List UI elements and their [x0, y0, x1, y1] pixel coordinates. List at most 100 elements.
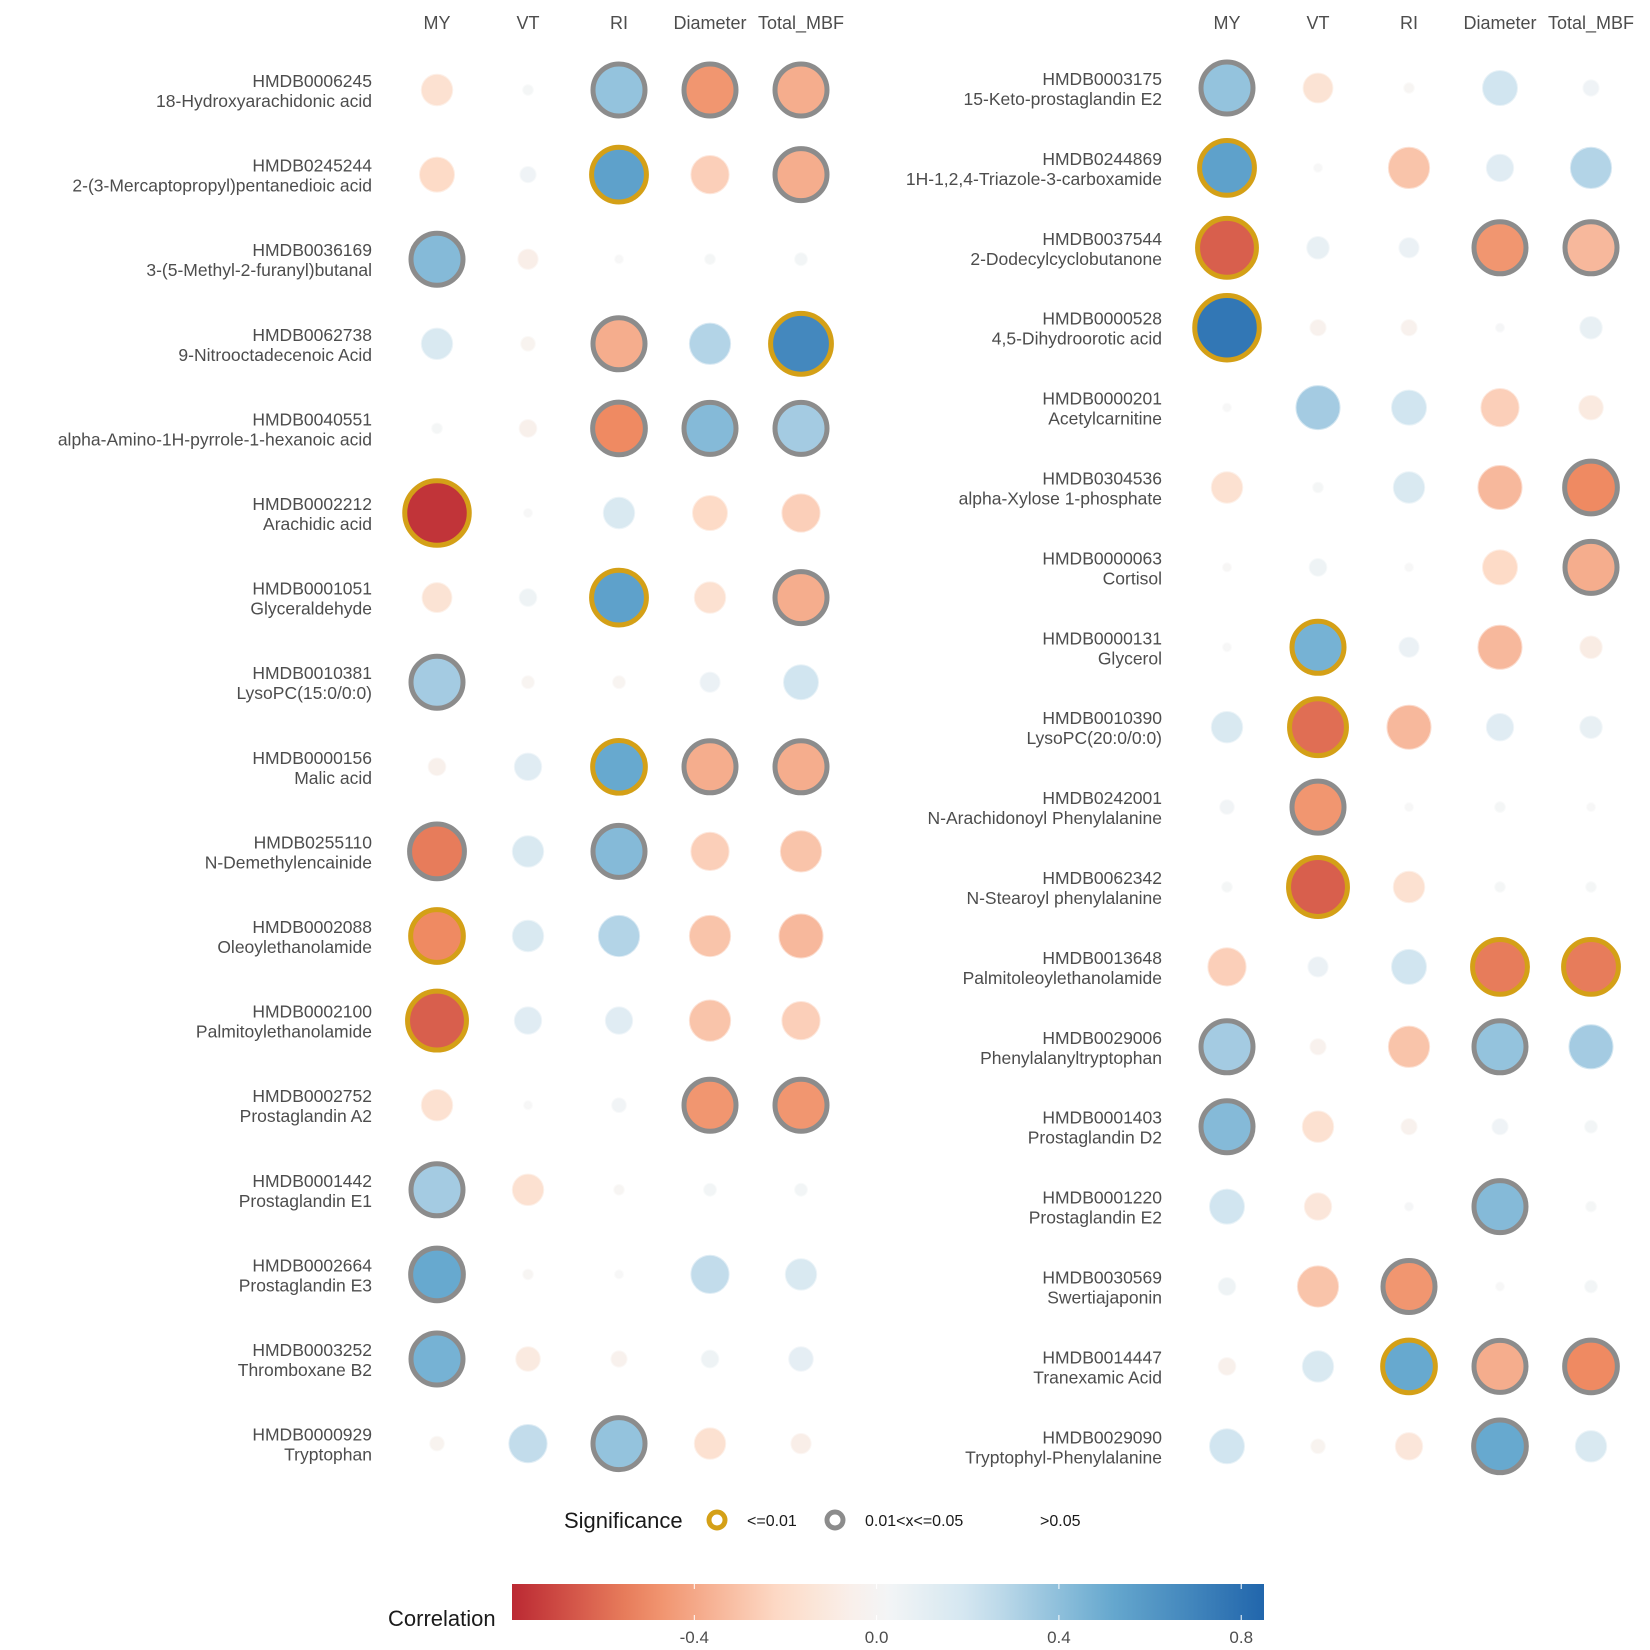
correlation-bubble	[784, 1258, 818, 1291]
correlation-bubble	[1302, 72, 1334, 104]
correlation-bubble	[1306, 236, 1330, 260]
correlation-bubble	[602, 496, 636, 530]
row-name-label: Prostaglandin A2	[240, 1106, 372, 1126]
correlation-bubble	[1380, 1258, 1438, 1315]
row-name-label: Acetylcarnitine	[1048, 409, 1162, 429]
row-id-label: HMDB0000929	[252, 1425, 372, 1445]
correlation-bubble	[1386, 704, 1432, 750]
correlation-bubble	[1380, 1337, 1438, 1396]
correlation-bubble	[613, 1183, 625, 1196]
row-name-label: Prostaglandin D2	[1028, 1128, 1162, 1148]
correlation-bubble	[518, 419, 538, 438]
correlation-bubble	[1579, 635, 1603, 660]
correlation-bubble	[604, 1006, 634, 1035]
correlation-bubble	[1210, 710, 1244, 744]
correlation-bubble	[1579, 315, 1603, 340]
correlation-bubble	[522, 1268, 534, 1281]
correlation-bubble	[1477, 464, 1523, 511]
row-name-label: Prostaglandin E2	[1029, 1208, 1162, 1228]
correlation-bubble	[508, 1423, 548, 1464]
column-label: Total_MBF	[758, 13, 844, 34]
correlation-bubble	[1289, 778, 1347, 836]
row-name-label: Tryptophyl-Phenylalanine	[965, 1447, 1162, 1467]
correlation-bubble	[794, 1182, 808, 1197]
correlation-bubble	[1485, 153, 1515, 183]
correlation-bubble	[783, 664, 819, 701]
correlation-bubble	[408, 1161, 466, 1219]
correlation-bubble	[589, 144, 649, 205]
correlation-bubble	[513, 1006, 543, 1035]
correlation-bubble	[1217, 1357, 1237, 1376]
row-id-label: HMDB0304536	[1042, 469, 1162, 489]
row-name-label: Prostaglandin E1	[239, 1191, 372, 1211]
correlation-bubble	[690, 154, 730, 195]
correlation-bubble	[1222, 402, 1232, 413]
correlation-bubble	[1482, 549, 1518, 586]
row-name-label: LysoPC(15:0/0:0)	[236, 683, 372, 703]
correlation-bubble	[1562, 538, 1620, 596]
correlation-bubble	[1562, 1337, 1620, 1396]
correlation-bubble	[407, 821, 467, 882]
correlation-bubble	[518, 588, 538, 607]
row-id-label: HMDB0062738	[252, 325, 372, 345]
row-id-label: HMDB0001442	[252, 1171, 372, 1191]
correlation-bubble	[1219, 799, 1235, 815]
correlation-bubble	[790, 1432, 812, 1455]
legend-label-p05: 0.01<x<=0.05	[865, 1513, 963, 1530]
correlation-bubble	[772, 569, 830, 627]
correlation-bubble	[1303, 1192, 1333, 1221]
row-id-label: HMDB0014447	[1042, 1347, 1162, 1367]
correlation-bubble	[1207, 947, 1247, 987]
correlation-bubble	[420, 327, 454, 361]
row-name-label: LysoPC(20:0/0:0)	[1026, 728, 1162, 748]
correlation-bubble	[427, 757, 447, 777]
row-name-label: Cortisol	[1103, 568, 1162, 588]
correlation-bubble	[1301, 1350, 1335, 1383]
correlation-bubble	[681, 738, 739, 796]
legend-swatch-p01	[706, 1509, 728, 1531]
correlation-bubble	[1289, 618, 1347, 676]
correlation-bubble	[1309, 1038, 1327, 1056]
row-id-label: HMDB0002664	[252, 1255, 372, 1275]
column-label: VT	[1306, 13, 1329, 33]
row-name-label: Arachidic acid	[263, 514, 372, 534]
correlation-bubble	[511, 1173, 545, 1207]
correlation-bubble	[1301, 1110, 1335, 1143]
column-label: Total_MBF	[1548, 13, 1634, 34]
correlation-bubble	[1495, 322, 1505, 333]
row-id-label: HMDB0002212	[252, 494, 372, 514]
row-name-label: 2-(3-Mercaptopropyl)pentanedioic acid	[72, 176, 372, 196]
column-label: RI	[610, 13, 628, 33]
correlation-bubble	[1209, 1188, 1245, 1225]
correlation-bubble	[1398, 636, 1420, 658]
colorbar-tick-label: 0.4	[1047, 1628, 1071, 1647]
correlation-bubble	[1221, 881, 1233, 893]
correlation-bubble	[1582, 79, 1600, 97]
row-id-label: HMDB0244869	[1042, 149, 1162, 169]
correlation-bubble	[772, 399, 830, 457]
correlation-bubble	[1574, 1430, 1608, 1463]
row-name-label: Palmitoylethanolamide	[196, 1022, 372, 1042]
correlation-bubble	[611, 1097, 627, 1113]
correlation-bubble	[1494, 881, 1506, 893]
row-id-label: HMDB0003175	[1042, 69, 1162, 89]
row-name-label: 15-Keto-prostaglandin E2	[964, 89, 1162, 109]
correlation-bubble	[1392, 870, 1426, 904]
row-name-label: Glycerol	[1098, 648, 1162, 668]
correlation-bubble	[1491, 1118, 1509, 1136]
correlation-bubble	[1403, 82, 1415, 94]
correlation-bubble	[1485, 713, 1515, 742]
correlation-bubble	[590, 822, 648, 880]
row-id-label: HMDB0242001	[1042, 788, 1162, 808]
column-label: Diameter	[673, 13, 746, 33]
left-panel: MY VT RI Diameter Total_MBF HMDB000624518-Hyd…	[58, 13, 844, 1473]
correlation-bubble	[1392, 471, 1426, 504]
row-name-label: Oleoylethanolamide	[217, 937, 372, 957]
correlation-bubble	[420, 73, 454, 107]
row-name-label: Thromboxane B2	[238, 1360, 372, 1380]
correlation-bubble	[515, 1346, 541, 1372]
correlation-bubble	[1471, 1337, 1529, 1395]
correlation-bubble	[1568, 1024, 1614, 1070]
correlation-bubble	[699, 671, 721, 693]
